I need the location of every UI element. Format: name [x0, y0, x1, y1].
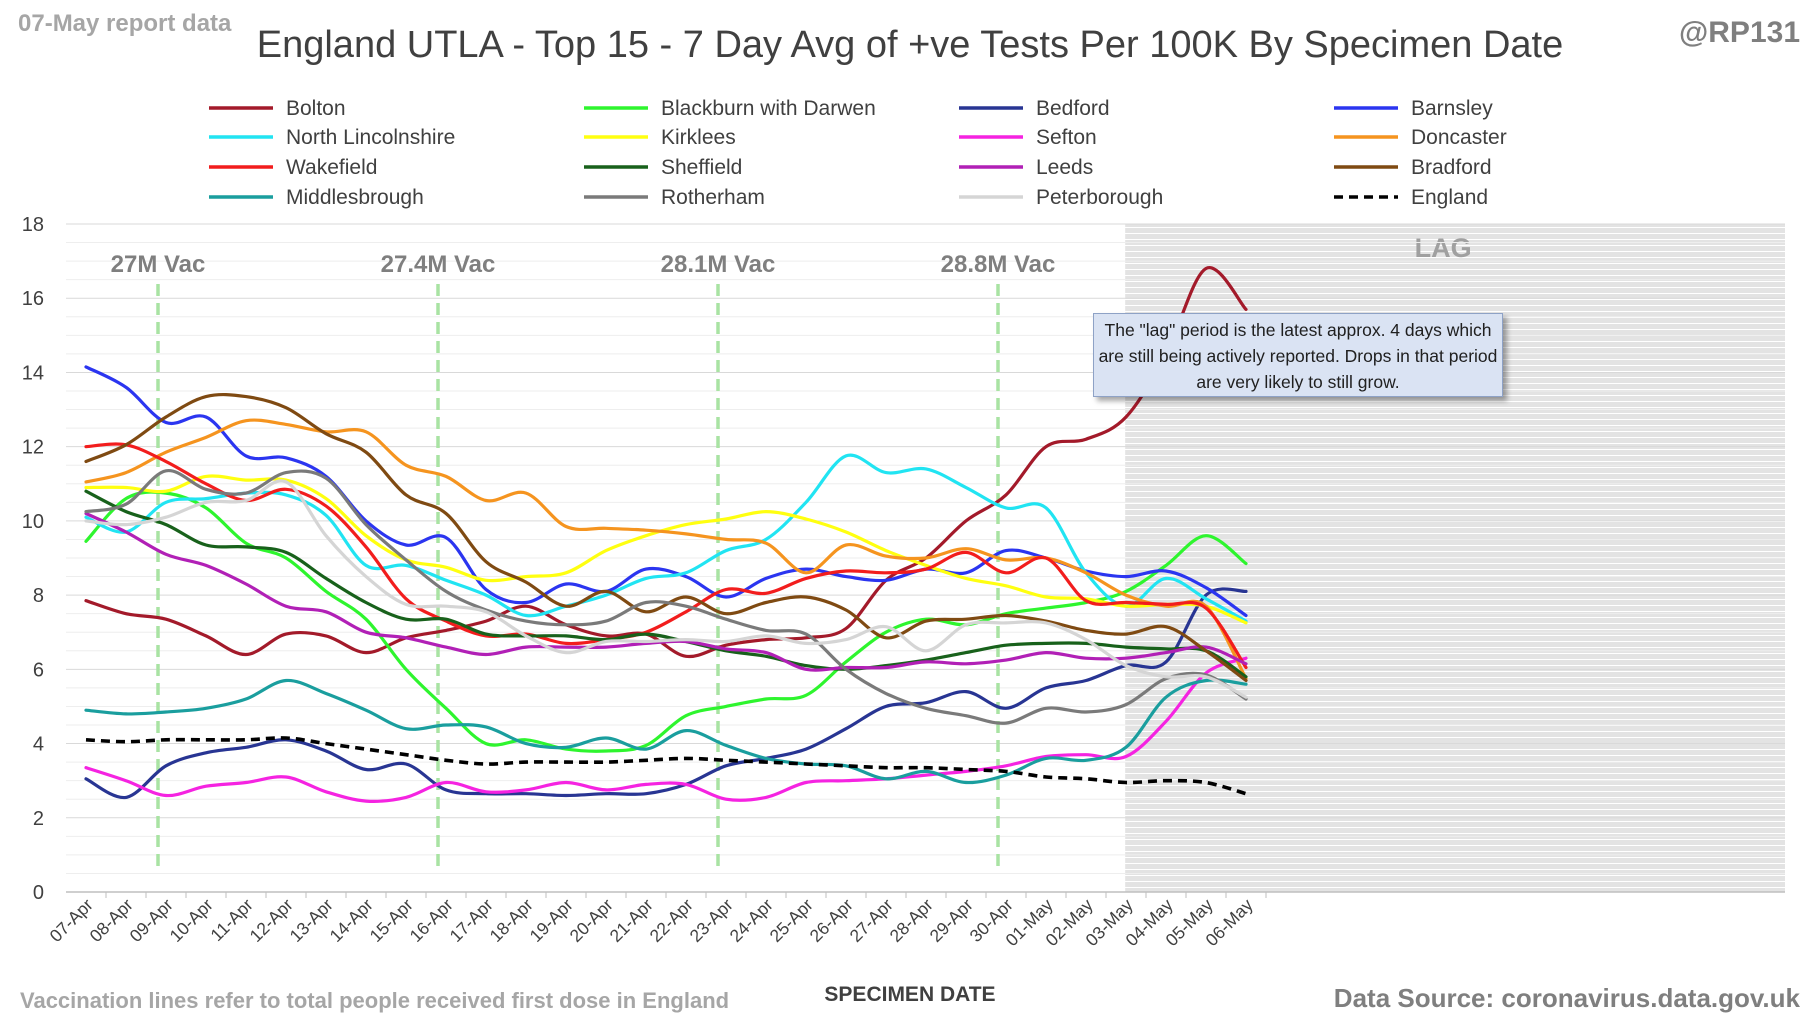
- x-tick-label: 08-Apr: [86, 895, 137, 946]
- vaccination-footnote: Vaccination lines refer to total people …: [20, 988, 730, 1013]
- x-tick-label: 23-Apr: [686, 895, 737, 946]
- y-tick-label: 0: [33, 882, 44, 904]
- y-tick-label: 2: [33, 808, 44, 830]
- legend-label-sefton: Sefton: [1036, 126, 1097, 149]
- x-tick-label: 10-Apr: [166, 895, 217, 946]
- x-tick-label: 24-Apr: [726, 895, 777, 946]
- series-line-blackburn-with-darwen: [84, 490, 1248, 753]
- x-tick-label: 07-Apr: [46, 895, 97, 946]
- y-tick-label: 14: [22, 362, 44, 384]
- x-tick-label: 17-Apr: [446, 895, 497, 946]
- x-tick-label: 16-Apr: [406, 895, 457, 946]
- legend-label-barnsley: Barnsley: [1411, 97, 1493, 120]
- x-tick-label: 20-Apr: [566, 895, 617, 946]
- x-tick-label: 18-Apr: [486, 895, 537, 946]
- series-line-peterborough: [84, 479, 1248, 699]
- x-axis-label: SPECIMEN DATE: [824, 983, 996, 1006]
- legend-label-england: England: [1411, 186, 1488, 209]
- series-line-wakefield: [84, 442, 1248, 670]
- legend-label-bolton: Bolton: [286, 97, 346, 120]
- series-line-rotherham: [84, 469, 1248, 725]
- x-tick-label: 29-Apr: [926, 895, 977, 946]
- report-date: 07-May report data: [18, 10, 232, 37]
- x-tick-label: 22-Apr: [646, 895, 697, 946]
- y-tick-label: 10: [22, 511, 44, 533]
- x-tick-label: 13-Apr: [286, 895, 337, 946]
- series-line-bedford: [84, 587, 1248, 800]
- vaccination-label: 27M Vac: [111, 251, 206, 278]
- y-tick-label: 4: [33, 734, 44, 756]
- chart-title: England UTLA - Top 15 - 7 Day Avg of +ve…: [256, 24, 1564, 66]
- y-tick-label: 12: [22, 437, 44, 459]
- x-tick-label: 28-Apr: [886, 895, 937, 946]
- legend-label-wakefield: Wakefield: [286, 156, 377, 179]
- x-tick-label: 21-Apr: [606, 895, 657, 946]
- data-source: Data Source: coronavirus.data.gov.uk: [1333, 983, 1800, 1013]
- legend-label-sheffield: Sheffield: [661, 156, 742, 179]
- legend-label-north-lincolnshire: North Lincolnshire: [286, 126, 455, 149]
- x-tick-label: 09-Apr: [126, 895, 177, 946]
- lag-label: LAG: [1415, 233, 1472, 263]
- series-line-sefton: [84, 656, 1248, 803]
- legend-label-middlesbrough: Middlesbrough: [286, 186, 424, 209]
- x-tick-label: 11-Apr: [206, 895, 256, 945]
- series-line-doncaster: [84, 418, 1248, 681]
- x-tick-label: 27-Apr: [846, 895, 897, 946]
- vaccination-label: 28.8M Vac: [941, 251, 1056, 278]
- x-tick-label: 26-Apr: [806, 895, 857, 946]
- series-line-england: [85, 736, 1247, 796]
- legend-label-bedford: Bedford: [1036, 97, 1110, 120]
- y-tick-label: 8: [33, 585, 44, 607]
- series-line-sheffield: [84, 489, 1248, 679]
- author-handle: @RP131: [1679, 16, 1800, 49]
- legend-label-blackburn-with-darwen: Blackburn with Darwen: [661, 97, 876, 120]
- legend-label-bradford: Bradford: [1411, 156, 1492, 179]
- x-tick-label: 19-Apr: [526, 895, 577, 946]
- series-line-bradford: [84, 393, 1248, 683]
- series-line-north-lincolnshire: [84, 453, 1248, 623]
- x-tick-label: 14-Apr: [326, 895, 377, 946]
- lag-annotation: The "lag" period is the latest approx. 4…: [1093, 313, 1503, 397]
- y-tick-label: 6: [33, 659, 44, 681]
- y-tick-label: 16: [22, 288, 44, 310]
- legend-label-doncaster: Doncaster: [1411, 126, 1507, 149]
- x-tick-label: 15-Apr: [366, 895, 417, 946]
- legend-label-kirklees: Kirklees: [661, 126, 736, 149]
- vaccination-label: 28.1M Vac: [661, 251, 776, 278]
- x-tick-label: 12-Apr: [246, 895, 297, 946]
- legend-label-peterborough: Peterborough: [1036, 186, 1163, 209]
- x-tick-label: 25-Apr: [766, 895, 817, 946]
- vaccination-label: 27.4M Vac: [381, 251, 496, 278]
- series-line-middlesbrough: [84, 678, 1248, 785]
- y-tick-label: 18: [22, 214, 44, 236]
- legend-label-leeds: Leeds: [1036, 156, 1093, 179]
- legend-label-rotherham: Rotherham: [661, 186, 765, 209]
- series-line-bolton: [84, 266, 1248, 659]
